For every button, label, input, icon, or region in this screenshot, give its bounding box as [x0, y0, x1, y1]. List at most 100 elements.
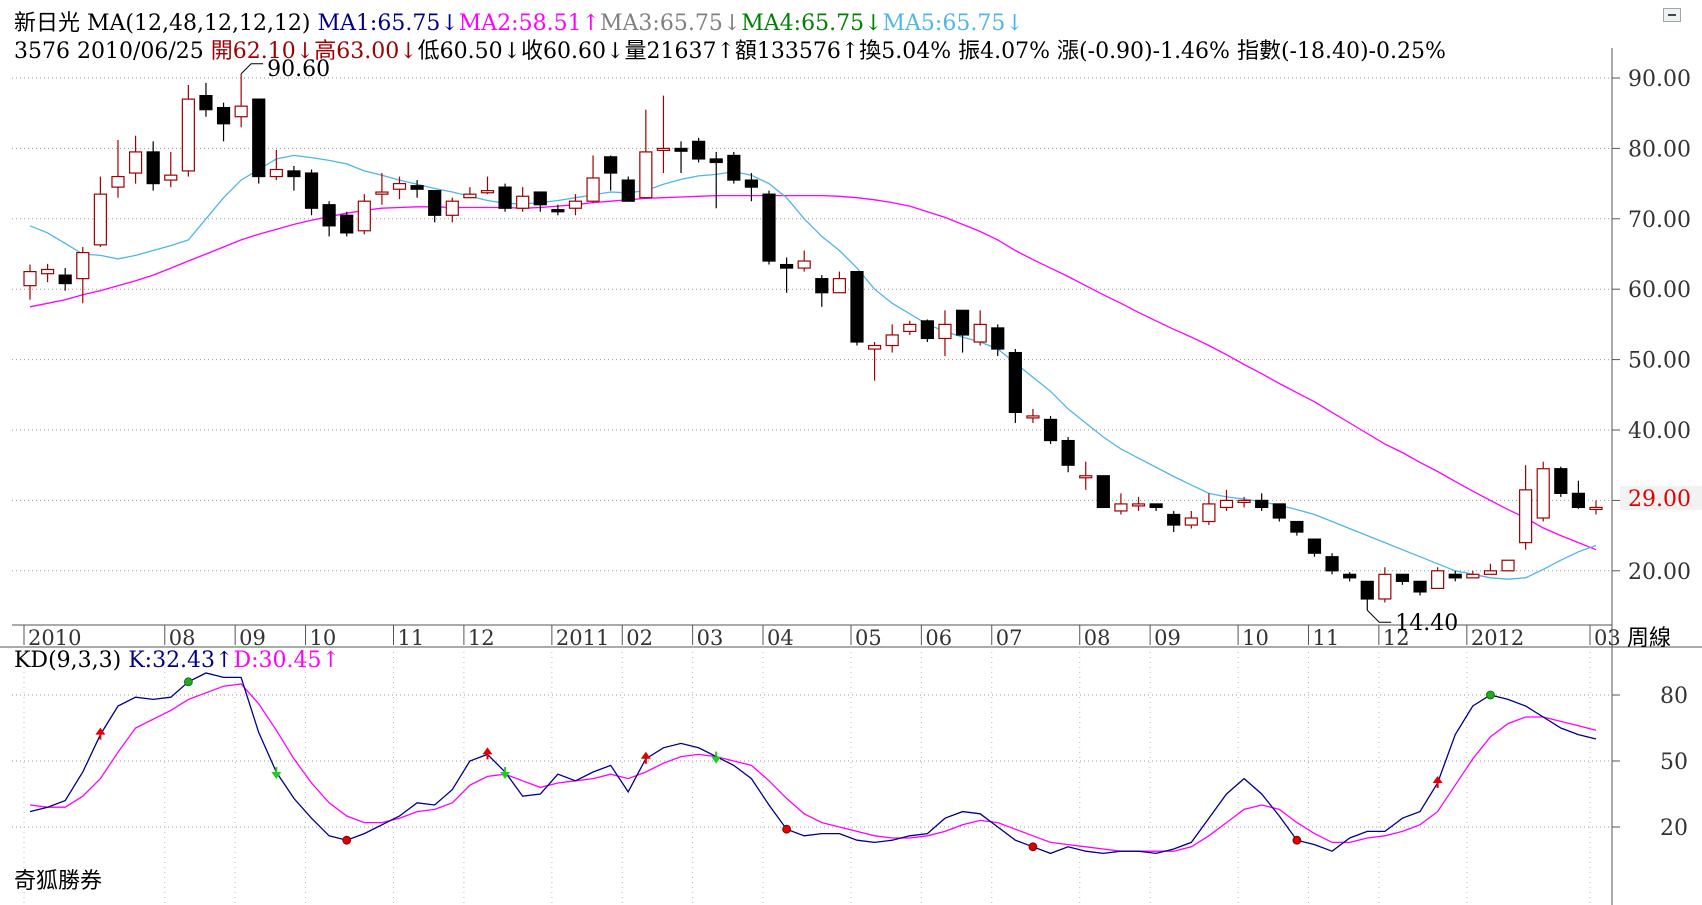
candle-down [815, 278, 829, 294]
ma-short-line [29, 154, 1597, 580]
price-y-axis: 20.00 40.00 50.00 60.00 70.00 80.00 90.00 [1612, 67, 1691, 585]
candle-up [164, 174, 178, 181]
candle-down [551, 209, 565, 213]
candle-down [780, 263, 794, 269]
x-tick-label: 07 [996, 626, 1023, 650]
candle-down [304, 172, 319, 209]
x-tick-label: 10 [310, 626, 337, 650]
kd-signal-markers [95, 677, 1495, 852]
candle-up [973, 323, 987, 343]
candle-down [1448, 573, 1462, 579]
annotation-leader [240, 63, 264, 75]
candle-up [375, 191, 389, 195]
kd-tick-label: 50 [1660, 750, 1688, 775]
candle-up [903, 323, 917, 333]
candle-down [1255, 499, 1269, 509]
kd-tick-label: 80 [1660, 684, 1688, 709]
sell-arrow-icon [500, 772, 511, 779]
candle-up [234, 105, 248, 118]
candle-down [955, 309, 970, 336]
candle-down [322, 204, 336, 227]
header-line1-part-2: MA2:58.51↑ [459, 11, 600, 36]
candle-down [1290, 520, 1304, 533]
candle-up [181, 98, 195, 172]
annotation-leader [1366, 609, 1392, 623]
candle-up [128, 151, 143, 174]
candle-down [1008, 351, 1022, 413]
candle-up [445, 200, 459, 216]
candle-up [1079, 475, 1093, 479]
candle-up [392, 183, 407, 190]
candle-up [1519, 489, 1533, 544]
candle-up [938, 323, 952, 340]
x-tick-label: 12 [1383, 626, 1410, 650]
candle-up [1184, 517, 1198, 526]
candle-down [1096, 475, 1110, 509]
x-tick-label: 12 [468, 626, 495, 650]
candle-down [920, 320, 934, 340]
price-tick-label: 50.00 [1628, 349, 1691, 374]
candle-down [252, 98, 266, 178]
d-line [29, 683, 1597, 852]
candle-up [40, 268, 55, 275]
time-x-axis: 2010 08 09 10 11 12 2011 02 03 04 05 06 07 08 09 10 11 12… [23, 625, 1621, 905]
price-tick-label: 90.00 [1628, 67, 1691, 92]
x-tick-label: 09 [1154, 626, 1181, 650]
candle-down [744, 179, 759, 188]
kd-title-part-0: KD(9,3,3) [14, 648, 128, 673]
annotation-low: 14.40 [1395, 611, 1458, 636]
buy-arrow-icon [95, 727, 106, 735]
candle-down [146, 151, 160, 185]
x-tick-label: 08 [1084, 626, 1111, 650]
header-line2-part-1: 開62.10↓ [211, 39, 314, 64]
candle-down [1167, 513, 1181, 526]
candle-up [76, 251, 90, 280]
sell-arrow-icon [271, 772, 282, 779]
k-line [29, 672, 1597, 855]
candle-up [1536, 468, 1550, 519]
header-line2-part-0: 3576 2010/06/25 [14, 39, 211, 64]
price-annotations: 90.60 14.40 [240, 57, 1458, 636]
candle-up [1466, 573, 1480, 579]
candle-down [1343, 573, 1357, 579]
candle-up [357, 200, 371, 232]
candle-up [480, 190, 495, 194]
header-line1-part-3: MA3:65.75↓ [600, 11, 741, 36]
candlestick-series [23, 73, 1603, 611]
x-tick-label: 04 [767, 626, 794, 650]
candle-down [498, 186, 512, 209]
candle-down [709, 158, 723, 164]
candle-up [23, 271, 37, 287]
x-tick-label: 10 [1242, 626, 1269, 650]
period-label: 周線 [1627, 626, 1671, 651]
candle-up [797, 260, 811, 269]
kd-title: KD(9,3,3) K:32.43↑D:30.45↑ [14, 648, 340, 673]
price-tick-label: 70.00 [1628, 208, 1691, 233]
candle-up [1483, 570, 1498, 575]
candle-down [428, 190, 442, 216]
price-tick-label: 20.00 [1628, 560, 1691, 585]
candle-down [1149, 503, 1163, 509]
candle-down [1554, 468, 1568, 494]
candle-down [1360, 580, 1374, 600]
header-quote-line: 3576 2010/06/25 開62.10↓高63.00↓低60.50↓收60… [14, 39, 1446, 64]
candle-up [639, 151, 653, 199]
candle-down [1571, 492, 1586, 509]
kd-title-part-2: D:30.45↑ [233, 648, 339, 673]
candle-down [533, 191, 547, 206]
candle-down [1272, 503, 1286, 519]
candle-down [727, 154, 741, 181]
buy-arrow-icon [1432, 776, 1443, 783]
candle-up [867, 344, 882, 350]
candle-down [621, 179, 635, 202]
minimize-button[interactable] [1663, 8, 1681, 22]
header-line2-part-2: 高63.00↓ [314, 39, 417, 64]
candle-up [1114, 503, 1128, 512]
candle-down [340, 214, 354, 234]
price-tick-label: 40.00 [1628, 419, 1691, 444]
candle-up [1219, 499, 1234, 509]
price-gridlines [12, 77, 1612, 572]
candle-up [1378, 573, 1392, 600]
candle-down [1307, 538, 1322, 554]
